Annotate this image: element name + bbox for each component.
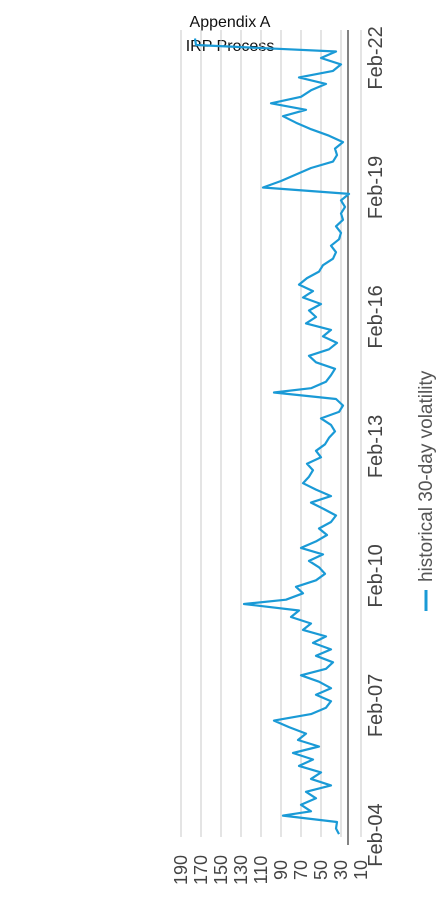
chart-legend: historical 30-day volatility [416, 370, 437, 611]
y-tick-label: 70 [291, 860, 311, 880]
series-line [195, 39, 349, 835]
y-tick-label: 110 [251, 856, 271, 885]
x-tick-label: Feb-16 [365, 285, 387, 348]
y-tick-label: 30 [331, 860, 351, 880]
x-tick-label: Feb-22 [365, 26, 387, 89]
x-tick-labels: Feb-04 Feb-07 Feb-10 Feb-13 Feb-16 Feb-19 Feb-… [365, 26, 387, 866]
y-tick-label: 190 [171, 855, 191, 885]
y-tick-label: 90 [271, 860, 291, 880]
x-tick-label: Feb-19 [365, 156, 387, 219]
x-tick-label: Feb-04 [365, 803, 387, 866]
x-tick-label: Feb-13 [365, 415, 387, 478]
x-tick-label: Feb-07 [365, 674, 387, 737]
y-tick-label: 130 [231, 855, 251, 885]
legend-label: historical 30-day volatility [416, 370, 437, 582]
x-tick-label: Feb-10 [365, 544, 387, 607]
y-tick-label: 170 [191, 855, 211, 885]
y-tick-label: 50 [311, 860, 331, 880]
y-tick-label: 150 [211, 855, 231, 885]
